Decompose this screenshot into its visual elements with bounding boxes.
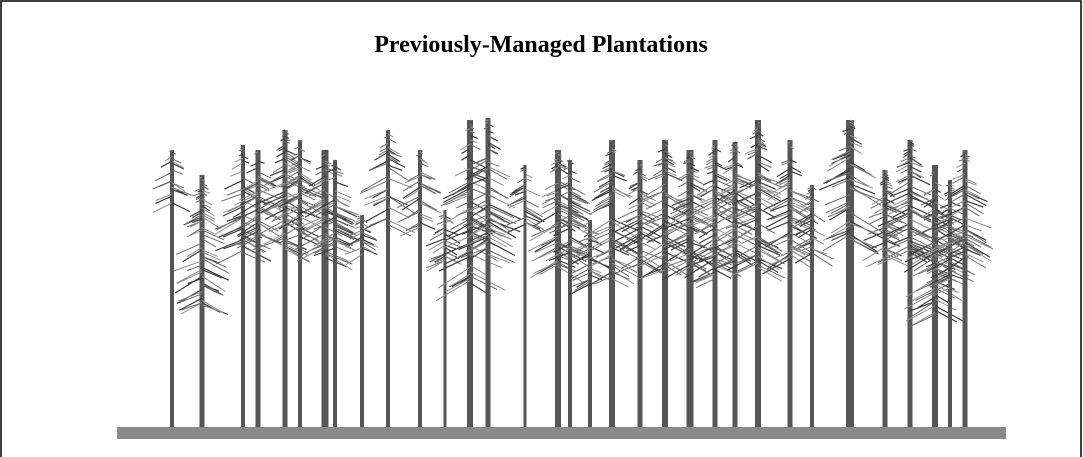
crown: [152, 149, 194, 214]
trunk: [588, 220, 592, 427]
trunk: [810, 185, 814, 427]
crown: [936, 153, 991, 276]
trunk: [948, 180, 952, 427]
trunk: [609, 140, 615, 427]
crown: [862, 169, 909, 268]
crown: [727, 121, 783, 273]
trunk: [386, 130, 390, 427]
crown: [234, 151, 285, 246]
ground: [117, 427, 1006, 439]
trunk: [485, 118, 491, 427]
crown: [359, 136, 416, 237]
crown: [707, 143, 764, 258]
trunk: [241, 145, 245, 427]
trunk: [467, 120, 473, 427]
crown: [152, 158, 191, 196]
trunk: [333, 160, 337, 427]
crown: [767, 141, 816, 269]
title: Previously-Managed Plantations: [374, 32, 708, 58]
crown: [455, 119, 516, 264]
crown: [435, 119, 506, 302]
trunk: [787, 140, 793, 427]
crown: [365, 149, 408, 230]
crown: [508, 164, 545, 232]
trunk: [568, 160, 572, 427]
crown: [347, 216, 377, 251]
trunk: [732, 142, 738, 427]
trunk: [321, 150, 329, 427]
crown: [527, 151, 585, 284]
trunk: [755, 120, 761, 427]
trunk: [882, 170, 888, 427]
crown: [822, 119, 883, 252]
crown: [685, 146, 742, 284]
trunk: [360, 215, 364, 427]
trunk: [662, 140, 668, 427]
trunk: [298, 140, 302, 427]
crown: [344, 214, 378, 266]
stand: [152, 118, 994, 427]
trunk: [932, 165, 938, 427]
trunk: [418, 150, 422, 427]
crown: [400, 151, 442, 237]
crown: [173, 176, 226, 315]
trunk: [686, 150, 694, 427]
crown: [506, 168, 543, 232]
crown: [633, 139, 692, 280]
crown: [791, 186, 827, 255]
trunk: [907, 140, 913, 427]
trunk: [170, 150, 174, 427]
crown: [822, 121, 886, 252]
trunk: [637, 160, 643, 427]
trunk: [443, 210, 447, 427]
trunk: [199, 175, 205, 427]
crown: [791, 186, 834, 267]
crown: [175, 174, 229, 311]
crown: [937, 149, 994, 263]
trunk: [846, 120, 854, 427]
trunk: [282, 130, 288, 427]
crown: [663, 151, 717, 277]
crown: [252, 131, 311, 263]
trunk: [712, 140, 718, 427]
crown: [582, 139, 639, 288]
trunk: [962, 150, 968, 427]
crown: [548, 159, 594, 270]
trunk: [523, 165, 527, 427]
crown: [313, 177, 352, 249]
trunk: [255, 150, 261, 427]
crown: [364, 129, 416, 234]
trunk: [555, 150, 561, 427]
